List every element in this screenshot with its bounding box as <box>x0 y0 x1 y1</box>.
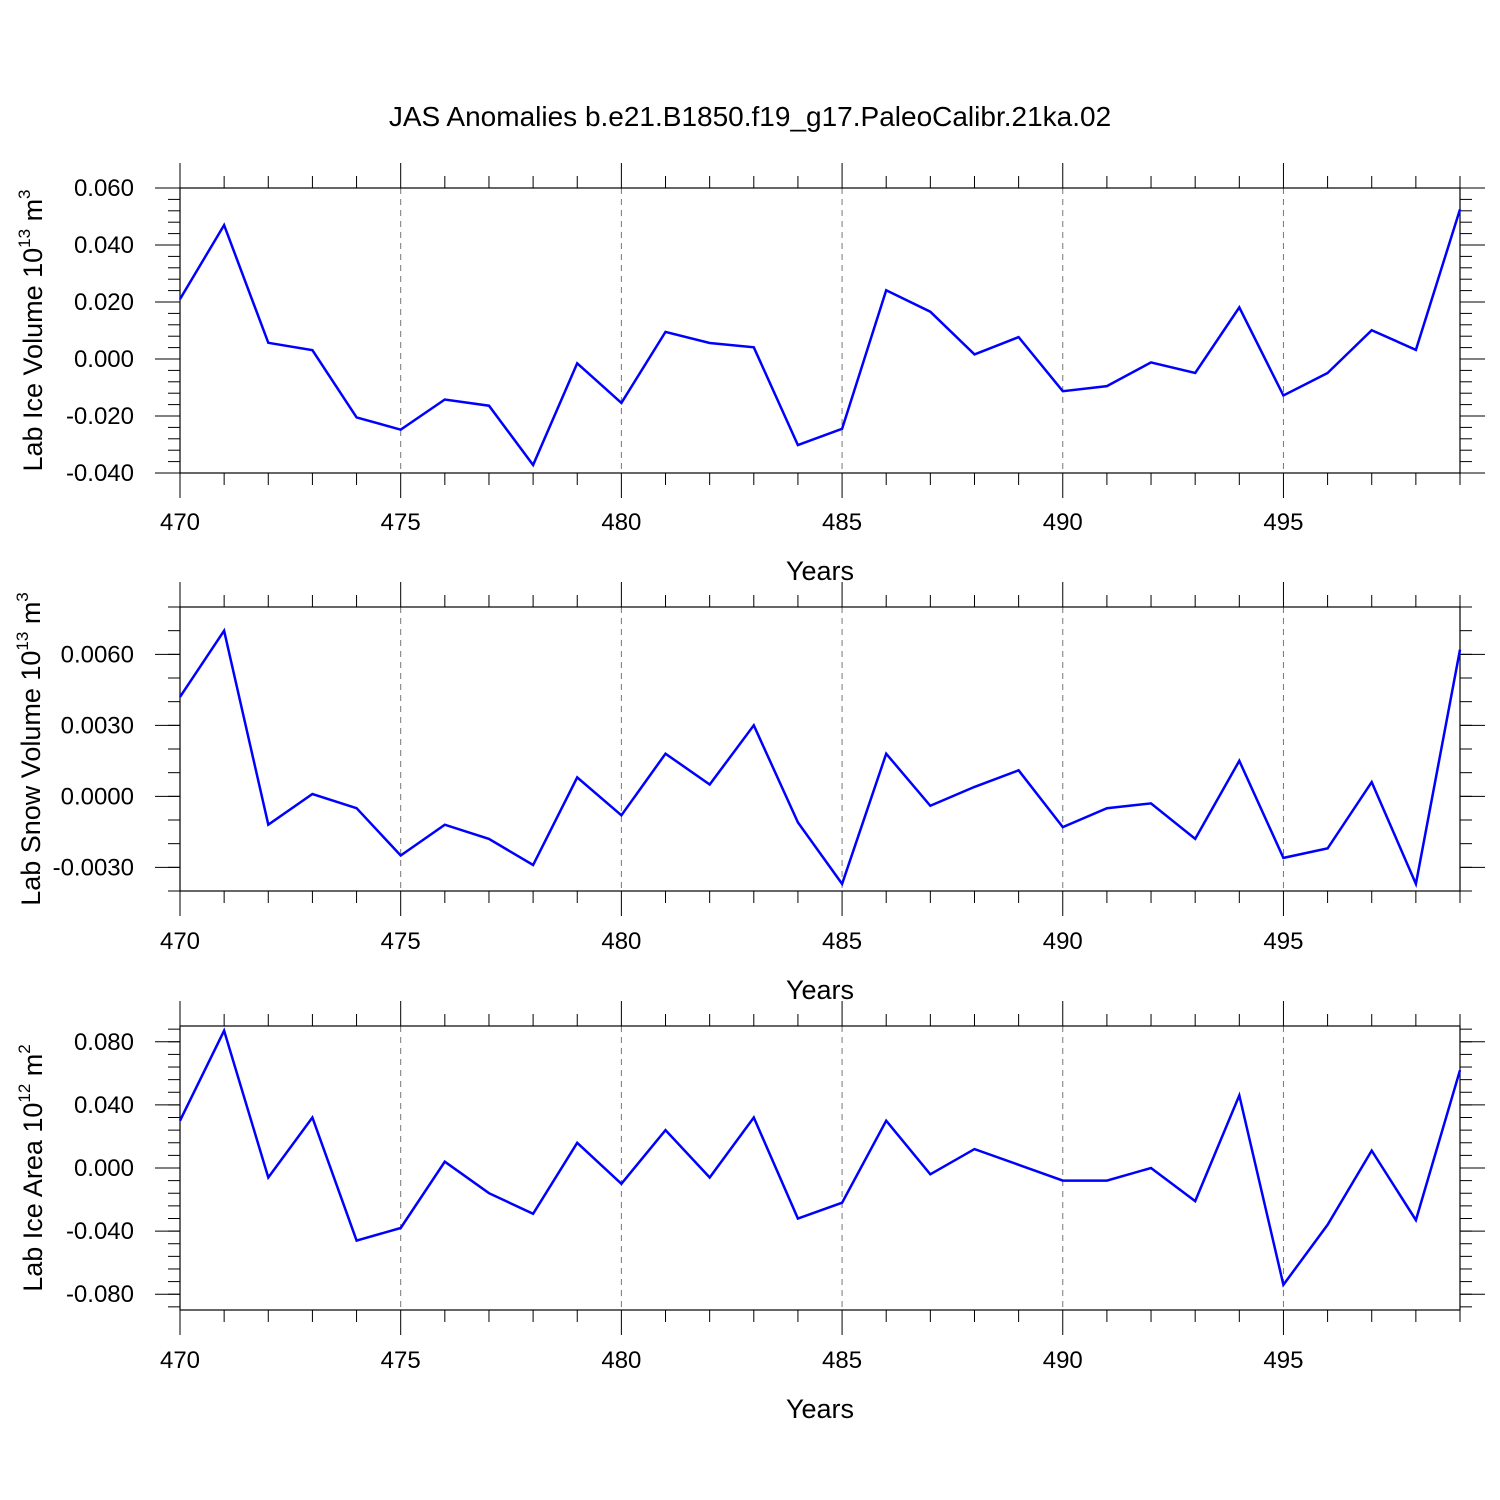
y-tick-label: 0.060 <box>74 175 134 202</box>
plot-frame <box>179 187 1461 474</box>
y-tick-label: 0.0030 <box>61 712 134 739</box>
y-tick-label: -0.040 <box>66 460 134 487</box>
x-tick-label: 495 <box>1263 509 1303 536</box>
x-tick-label: 485 <box>822 1347 862 1374</box>
y-tick-label: 0.000 <box>74 1155 134 1182</box>
x-tick-label: 475 <box>381 1347 421 1374</box>
y-tick-label: 0.040 <box>74 232 134 259</box>
y-axis-title: Lab Ice Area 1012 m2 <box>15 1044 48 1292</box>
y-tick-label: 0.040 <box>74 1092 134 1119</box>
x-tick-label: 470 <box>160 1347 200 1374</box>
y-tick-label: 0.0000 <box>61 783 134 810</box>
plot-frame <box>179 1025 1461 1311</box>
y-tick-label: 0.020 <box>74 289 134 316</box>
x-tick-label: 470 <box>160 928 200 955</box>
chart-title: JAS Anomalies b.e21.B1850.f19_g17.PaleoC… <box>389 101 1111 132</box>
panel-3: -0.080 0.040 0.000 -0.040 0.080 470 475 480 485 4… <box>15 1001 1485 1424</box>
x-tick-label: 485 <box>822 928 862 955</box>
panel-2: -0.0030 0.0000 0.0030 0.0060 470 475 480 485 490… <box>13 582 1485 1005</box>
x-tick-label: 470 <box>160 509 200 536</box>
y-tick-label: 0.080 <box>74 1029 134 1056</box>
x-tick-label: 480 <box>601 1347 641 1374</box>
x-axis-title: Years <box>786 556 854 586</box>
x-tick-label: 480 <box>601 509 641 536</box>
series-line <box>178 1027 1462 1288</box>
y-axis-title: Lab Ice Volume 1013 m3 <box>15 189 48 471</box>
series-line <box>178 209 1462 468</box>
x-tick-label: 475 <box>381 509 421 536</box>
panel-1: -0.040 -0.020 0.000 0.020 0.040 0.060 470 475 48… <box>15 163 1485 586</box>
x-tick-label: 495 <box>1263 1347 1303 1374</box>
y-tick-label: -0.080 <box>66 1281 134 1308</box>
series-line <box>178 627 1462 889</box>
y-tick-label: 0.0060 <box>61 641 134 668</box>
y-tick-label: -0.0030 <box>53 854 134 881</box>
panels: -0.040 -0.020 0.000 0.020 0.040 0.060 470 475 48… <box>13 163 1485 1424</box>
x-tick-label: 480 <box>601 928 641 955</box>
x-tick-label: 475 <box>381 928 421 955</box>
x-tick-label: 485 <box>822 509 862 536</box>
x-axis-title: Years <box>786 975 854 1005</box>
y-tick-label: 0.000 <box>74 346 134 373</box>
x-tick-label: 490 <box>1043 509 1083 536</box>
y-tick-label: -0.020 <box>66 403 134 430</box>
plot-frame <box>179 606 1461 892</box>
x-axis-title: Years <box>786 1394 854 1424</box>
x-tick-label: 495 <box>1263 928 1303 955</box>
y-tick-label: -0.040 <box>66 1218 134 1245</box>
y-axis-title: Lab Snow Volume 1013 m3 <box>13 592 46 906</box>
x-tick-label: 490 <box>1043 928 1083 955</box>
x-tick-label: 490 <box>1043 1347 1083 1374</box>
